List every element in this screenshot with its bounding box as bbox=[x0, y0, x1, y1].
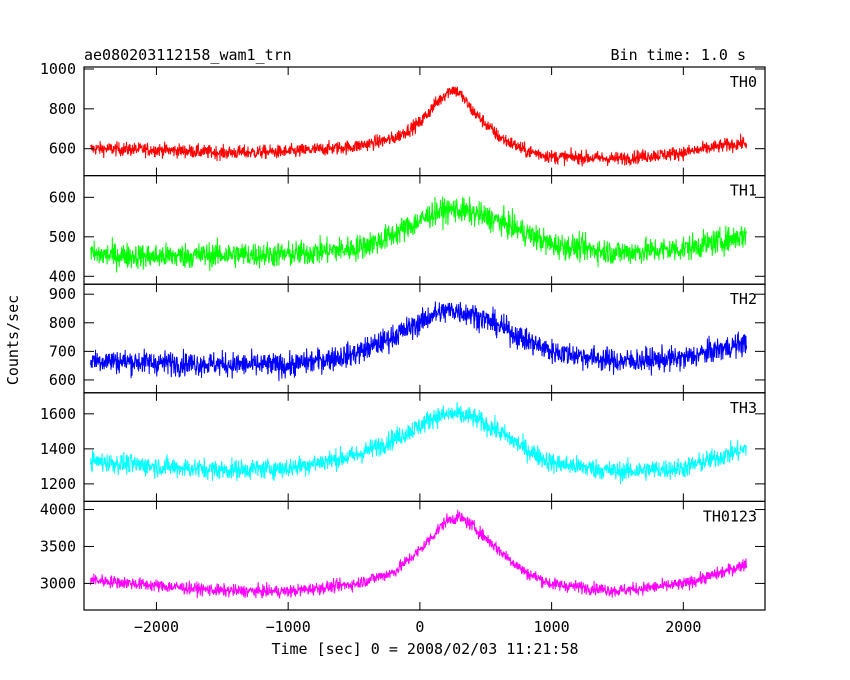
panel-frame-th1 bbox=[83, 175, 766, 285]
y-tick-label: 800 bbox=[49, 314, 76, 332]
x-tick-label: 1000 bbox=[534, 618, 570, 636]
x-axis-label: Time [sec] 0 = 2008/02/03 11:21:58 bbox=[271, 640, 578, 658]
y-tick-label: 600 bbox=[49, 371, 76, 389]
panel-frame-th2 bbox=[83, 283, 766, 394]
panel-frame-th0 bbox=[83, 66, 766, 177]
series-line-th0123 bbox=[90, 509, 748, 599]
y-tick-label: 700 bbox=[49, 342, 76, 360]
y-tick-label: 800 bbox=[49, 100, 76, 118]
y-tick-label: 3000 bbox=[40, 574, 76, 592]
x-tick-label: 0 bbox=[415, 618, 424, 636]
y-tick-label: 4000 bbox=[40, 501, 76, 519]
y-tick-label: 3500 bbox=[40, 537, 76, 555]
y-tick-label: 1200 bbox=[40, 475, 76, 493]
panel-label-th0: TH0 bbox=[730, 73, 757, 91]
panel-frame-th3 bbox=[83, 392, 766, 502]
y-tick-label: 1600 bbox=[40, 405, 76, 423]
panels-group: 600 800 1000 TH0 400 500 600 TH1 600 700 800 900 TH2… bbox=[40, 60, 766, 636]
panel-label-th2: TH2 bbox=[730, 290, 757, 308]
y-tick-label: 1000 bbox=[40, 60, 76, 78]
chart-title: ae080203112158_wam1_trn bbox=[84, 46, 292, 64]
x-tick-label: −2000 bbox=[134, 618, 179, 636]
y-tick-label: 600 bbox=[49, 140, 76, 158]
y-axis-label: Counts/sec bbox=[4, 295, 22, 385]
bin-time-label: Bin time: 1.0 s bbox=[611, 46, 746, 64]
series-line-th0 bbox=[90, 86, 748, 167]
x-tick-label: −1000 bbox=[266, 618, 311, 636]
panel-th0: 600 800 1000 TH0 bbox=[40, 60, 766, 177]
x-tick-label: 2000 bbox=[665, 618, 701, 636]
series-line-th3 bbox=[90, 402, 748, 485]
y-tick-label: 500 bbox=[49, 228, 76, 246]
panel-th0123: 3000 3500 4000 TH0123 bbox=[40, 500, 766, 611]
panel-label-th0123: TH0123 bbox=[703, 507, 757, 525]
panel-th1: 400 500 600 TH1 bbox=[49, 175, 766, 285]
series-line-th1 bbox=[90, 196, 748, 273]
y-tick-label: 1400 bbox=[40, 440, 76, 458]
panel-th3: 1200 1400 1600 TH3 bbox=[40, 392, 766, 502]
y-tick-label: 600 bbox=[49, 188, 76, 206]
y-tick-label: 900 bbox=[49, 285, 76, 303]
panel-label-th3: TH3 bbox=[730, 399, 757, 417]
y-tick-label: 400 bbox=[49, 267, 76, 285]
panel-label-th1: TH1 bbox=[730, 182, 757, 200]
panel-th2: 600 700 800 900 TH2 bbox=[49, 283, 766, 394]
series-line-th2 bbox=[90, 301, 748, 382]
panel-frame-th0123 bbox=[83, 500, 766, 611]
